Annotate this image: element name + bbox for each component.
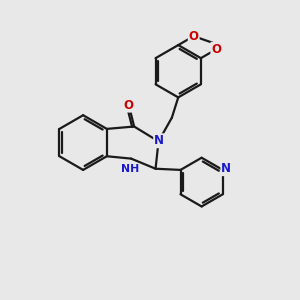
Text: O: O [189, 30, 199, 43]
Text: N: N [154, 134, 164, 147]
Text: O: O [124, 99, 134, 112]
Text: NH: NH [121, 164, 139, 174]
Text: O: O [211, 43, 221, 56]
Text: N: N [221, 162, 231, 175]
